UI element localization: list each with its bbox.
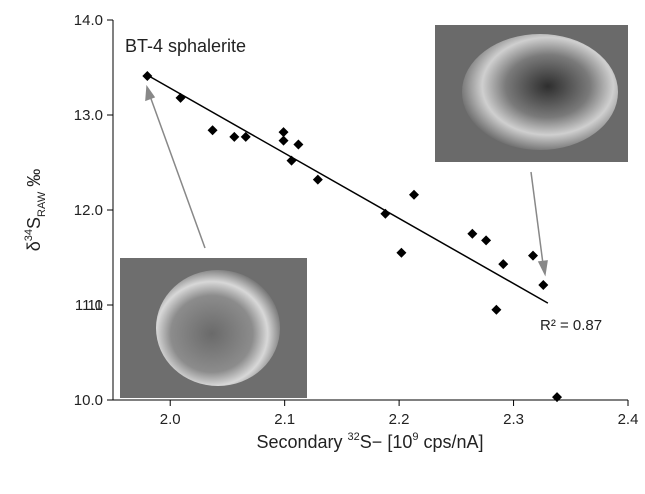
trendline: [146, 74, 549, 304]
point: [491, 304, 502, 315]
point: [380, 208, 391, 219]
y-tick-label: 11: [87, 297, 103, 314]
point: [312, 174, 323, 185]
point: [229, 131, 240, 142]
sem-image-left: [120, 258, 307, 398]
point: [552, 392, 563, 403]
y-tick-label: 12.0: [74, 202, 103, 219]
x-tick-label: 2.0: [160, 411, 181, 428]
x-tick-label: 2.3: [503, 411, 524, 428]
point: [278, 127, 289, 138]
x-tick-label: 2.1: [274, 411, 295, 428]
y-label-part: RAW: [36, 191, 48, 217]
point: [286, 155, 297, 166]
point: [207, 125, 218, 136]
annotation: BT-4 sphalerite: [125, 36, 246, 56]
point: [408, 189, 419, 200]
x-axis-title: Secondary 32S− [109 cps/nA]: [256, 431, 483, 452]
y-label-part: 34: [23, 229, 35, 241]
y-label-part: ‰: [24, 169, 44, 192]
arrows: [145, 84, 548, 277]
x-label-part: S− [10: [360, 432, 413, 452]
y-axis-title: δ34SRAW ‰: [23, 169, 48, 252]
r-squared: R² = 0.87: [540, 317, 602, 334]
x-label-part: 9: [412, 431, 418, 443]
y-tick-label: 10.0: [74, 392, 103, 409]
y-tick-label: 13.0: [74, 107, 103, 124]
point: [142, 71, 153, 82]
y-tick-label: 14.0: [74, 12, 103, 29]
point: [175, 92, 186, 103]
x-label-part: 32: [348, 431, 360, 443]
point: [467, 228, 478, 239]
x-label-part: cps/nA]: [418, 432, 483, 452]
x-tick-label: 2.4: [618, 411, 639, 428]
sem-image-right: [435, 25, 628, 162]
y-label-part: δ: [24, 241, 44, 251]
point: [278, 135, 289, 146]
x-label-part: Secondary: [256, 432, 347, 452]
point: [240, 131, 251, 142]
y-label-part: S: [24, 217, 44, 229]
point: [538, 280, 549, 291]
point: [293, 139, 304, 150]
point: [498, 259, 509, 270]
point: [528, 250, 539, 261]
point: [481, 235, 492, 246]
y-tick-label: 11.0: [75, 297, 103, 314]
point: [396, 247, 407, 258]
x-tick-label: 2.2: [389, 411, 410, 428]
